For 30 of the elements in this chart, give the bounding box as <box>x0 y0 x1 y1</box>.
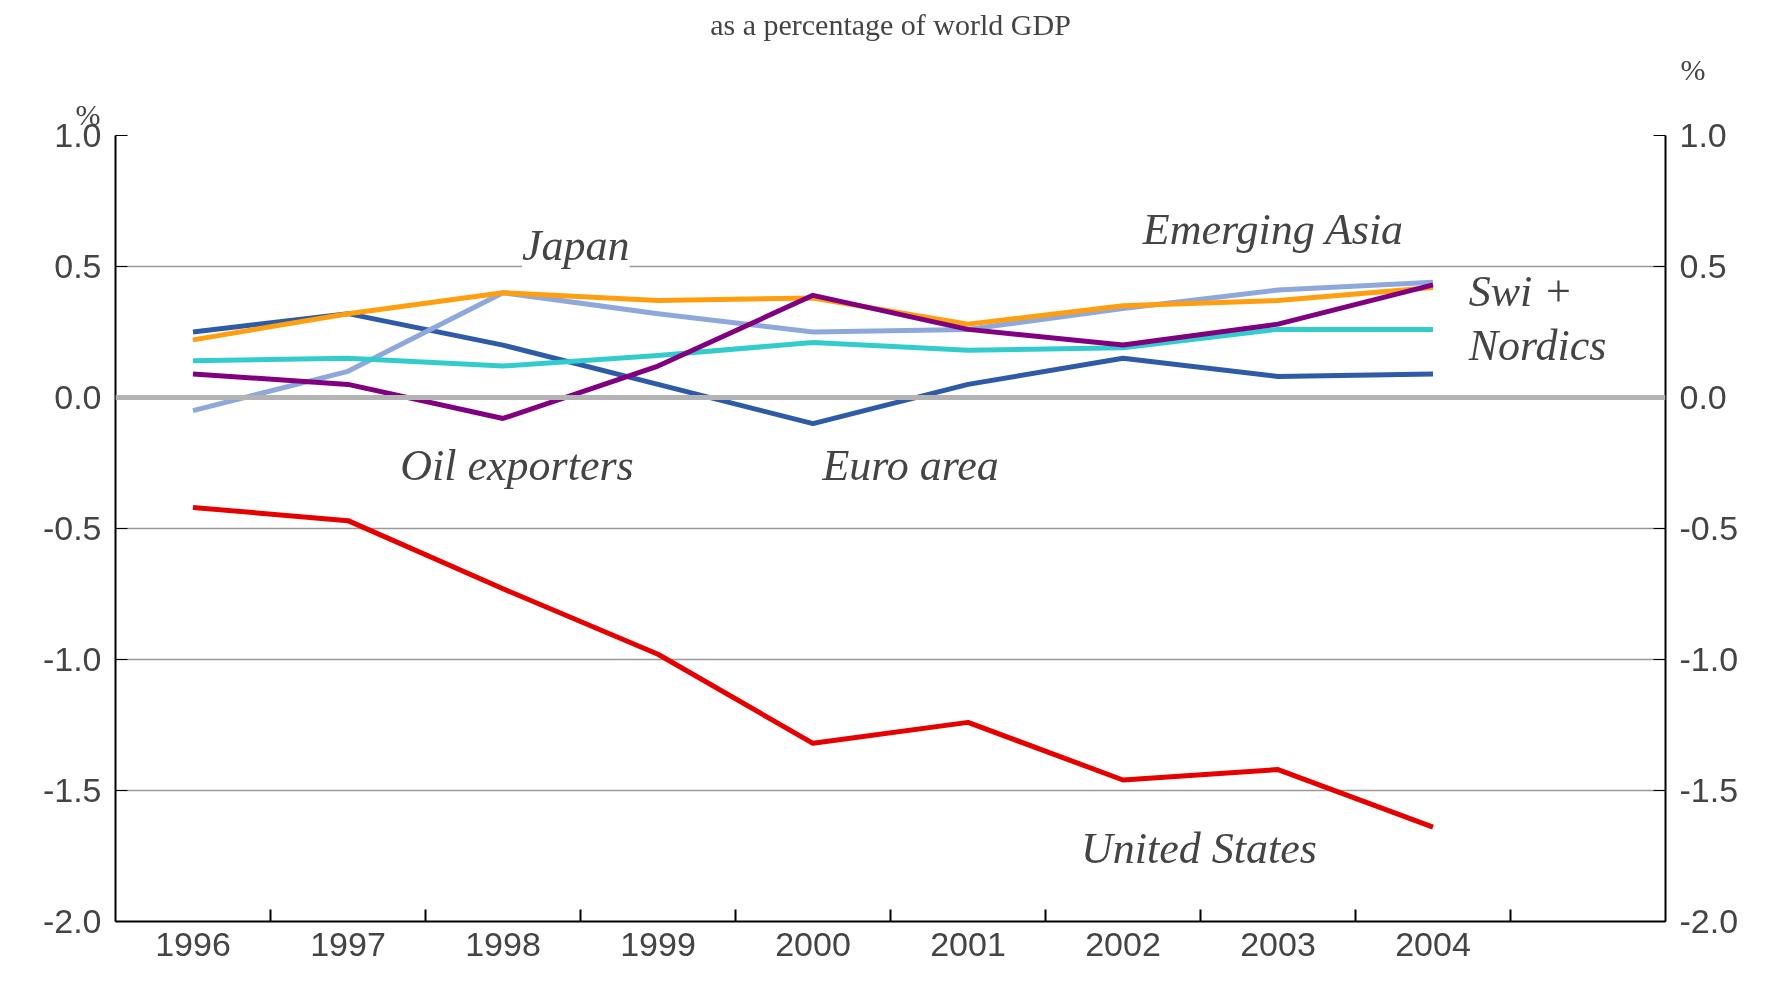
y2-axis-title: % <box>1680 52 1706 86</box>
y2-tick-label: -1.5 <box>1679 771 1739 809</box>
series-label: Oil exporters <box>400 441 634 491</box>
x-tick-label: 2002 <box>1085 924 1161 963</box>
x-tick-label: 1999 <box>620 924 696 963</box>
y-tick-label: -0.5 <box>42 509 102 547</box>
y-tick-label: -1.0 <box>42 640 102 678</box>
x-tick-label: 2003 <box>1240 924 1316 963</box>
x-tick-label: 1998 <box>465 924 541 963</box>
series-label: Emerging Asia <box>1141 205 1404 255</box>
y-tick-label: 0.5 <box>54 247 102 285</box>
y-tick-label: -1.5 <box>42 771 102 809</box>
y-tick-label: 0.0 <box>54 378 102 416</box>
series-label: Euro area <box>821 441 999 491</box>
series-label: United States <box>1081 823 1317 873</box>
x-tick-label: 2000 <box>775 924 851 963</box>
x-tick-label: 2004 <box>1395 924 1471 963</box>
x-tick-label: 1997 <box>310 924 386 963</box>
y2-tick-label: -1.0 <box>1679 640 1739 678</box>
y-tick-label: -2.0 <box>42 902 102 940</box>
y2-tick-label: -0.5 <box>1679 509 1739 547</box>
x-tick-label: 1996 <box>155 924 231 963</box>
x-tick-label: 2001 <box>930 924 1006 963</box>
series-label: Swi + Nordics <box>1467 267 1607 371</box>
y2-tick-label: 1.0 <box>1679 116 1727 154</box>
y2-tick-label: 0.5 <box>1679 247 1727 285</box>
y2-tick-label: 0.0 <box>1679 378 1727 416</box>
series-label: Japan <box>522 221 630 271</box>
y2-tick-label: -2.0 <box>1679 902 1739 940</box>
chart-title: as a percentage of world GDP <box>710 7 1071 41</box>
